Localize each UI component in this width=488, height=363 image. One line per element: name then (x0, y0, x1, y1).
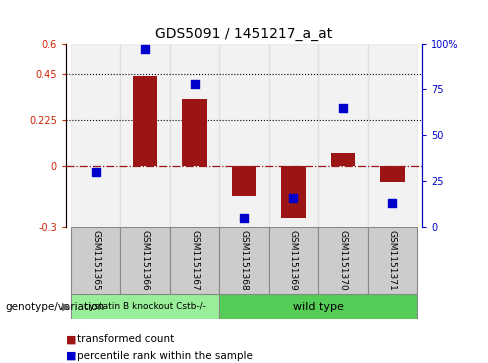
Bar (170, 227, 219, 294)
Title: GDS5091 / 1451217_a_at: GDS5091 / 1451217_a_at (155, 27, 333, 41)
Text: percentile rank within the sample: percentile rank within the sample (77, 351, 253, 361)
Text: GSM1151368: GSM1151368 (240, 230, 248, 291)
Text: ▶: ▶ (61, 302, 70, 312)
Text: GSM1151371: GSM1151371 (388, 230, 397, 291)
Bar (219, 294, 417, 319)
Bar (71, 44, 121, 227)
Bar (281, 166, 306, 218)
Text: genotype/variation: genotype/variation (5, 302, 104, 312)
Text: GSM1151369: GSM1151369 (289, 230, 298, 291)
Bar (269, 227, 318, 294)
Bar (380, 166, 405, 182)
Text: GSM1151367: GSM1151367 (190, 230, 199, 291)
Bar (318, 227, 367, 294)
Point (240, 215, 248, 221)
Bar (367, 227, 417, 294)
Bar (182, 99, 207, 166)
Bar (121, 227, 170, 294)
Text: GSM1151366: GSM1151366 (141, 230, 149, 291)
Text: cystatin B knockout Cstb-/-: cystatin B knockout Cstb-/- (84, 302, 206, 311)
Point (191, 81, 199, 87)
Point (339, 105, 347, 111)
Bar (330, 152, 355, 166)
Point (289, 195, 297, 200)
Bar (232, 166, 256, 196)
Text: transformed count: transformed count (77, 334, 174, 344)
Bar (269, 44, 318, 227)
Bar (318, 44, 367, 227)
Point (92, 169, 100, 175)
Bar (219, 227, 269, 294)
Point (141, 46, 149, 52)
Bar (170, 44, 219, 227)
Point (388, 200, 396, 206)
Bar (71, 227, 121, 294)
Bar (71, 294, 219, 319)
Text: ■: ■ (66, 334, 77, 344)
Text: wild type: wild type (293, 302, 344, 312)
Bar (133, 76, 158, 166)
Text: ■: ■ (66, 351, 77, 361)
Text: GSM1151370: GSM1151370 (339, 230, 347, 291)
Bar (121, 44, 170, 227)
Bar (367, 44, 417, 227)
Bar (219, 44, 269, 227)
Text: GSM1151365: GSM1151365 (91, 230, 100, 291)
